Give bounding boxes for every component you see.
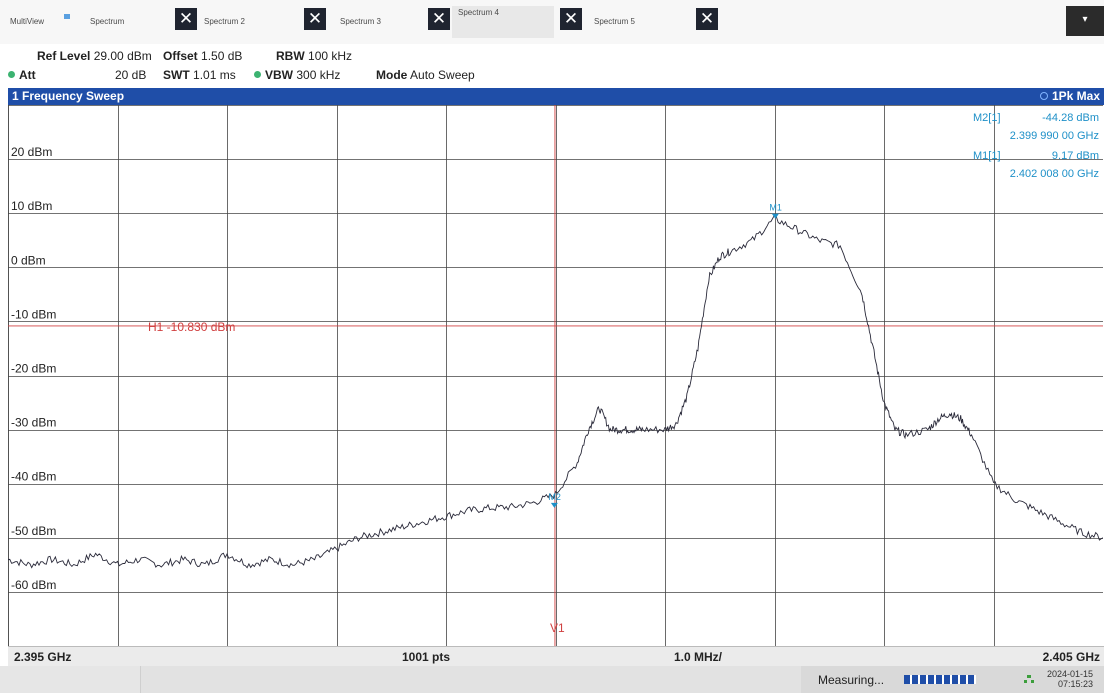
close-tab-spectrum-4-button[interactable]: ✕ (560, 8, 582, 30)
multiview-icon (64, 14, 70, 19)
y-tick-label: -60 dBm (11, 578, 56, 592)
tab-spectrum-3[interactable]: Spectrum 3 (334, 6, 424, 36)
close-icon: ✕ (431, 9, 447, 29)
date: 2024-01-15 (1047, 669, 1094, 679)
start-frequency: 2.395 GHz (14, 650, 72, 664)
offset-label: Offset (163, 49, 198, 63)
att-value: 20 dB (115, 68, 147, 82)
marker-table-name: M2[1] (973, 112, 1001, 124)
close-icon: ✕ (178, 9, 194, 29)
status-bar: Measuring... 2024-01-15 07:15:23 (0, 666, 1104, 693)
date-time: 2024-01-15 07:15:23 (1047, 669, 1093, 689)
trace-info[interactable]: 1Pk Max (1039, 89, 1100, 103)
ref-level-label: Ref Level (37, 49, 91, 63)
status-panel-left (0, 666, 141, 693)
ref-level-setting[interactable]: Ref Level 29.00 dBm (37, 49, 152, 63)
y-tick-label: -20 dBm (11, 362, 56, 376)
mode-label: Mode (376, 68, 408, 82)
y-tick-label: -50 dBm (11, 524, 56, 538)
spectrum-chart[interactable]: 20 dBm 10 dBm 0 dBm -10 dBm -20 dBm -30 dBm -4… (8, 105, 1103, 646)
close-tab-spectrum-3-button[interactable]: ✕ (428, 8, 450, 30)
sweep-points: 1001 pts (402, 650, 451, 664)
tab-dropdown-button[interactable]: ▾ (1066, 6, 1104, 36)
att-setting[interactable]: Att (8, 68, 36, 82)
v1-label: V1 (550, 621, 565, 635)
tab-spectrum-5[interactable]: Spectrum 5 (588, 6, 694, 36)
tab-spectrum-4-label: Spectrum 4 (458, 8, 499, 17)
marker-table-frequency: 2.402 008 00 GHz (1010, 168, 1099, 180)
marker-table-frequency: 2.399 990 00 GHz (1010, 130, 1099, 142)
h1-label: H1 -10.830 dBm (148, 320, 235, 334)
y-tick-label: 20 dBm (11, 145, 52, 159)
close-tab-spectrum-button[interactable]: ✕ (175, 8, 197, 30)
tab-multiview-label: MultiView (10, 16, 45, 26)
swt-label: SWT (163, 68, 190, 82)
offset-value: 1.50 dB (201, 49, 243, 63)
y-tick-label: -40 dBm (11, 470, 56, 484)
close-icon: ✕ (563, 9, 579, 29)
swt-setting[interactable]: SWT 1.01 ms (163, 68, 236, 82)
marker-m1-label: M1 (769, 203, 782, 213)
y-tick-label: 0 dBm (11, 253, 46, 267)
marker-m2-label: M2 (548, 492, 561, 502)
y-tick-label: -30 dBm (11, 416, 56, 430)
chevron-down-icon: ▾ (1082, 14, 1088, 25)
marker-table-level: -44.28 dBm (1042, 112, 1099, 124)
window-title-bar[interactable]: 1 Frequency Sweep 1Pk Max (8, 88, 1104, 105)
time: 07:15:23 (1058, 679, 1094, 689)
tab-spectrum-2-label: Spectrum 2 (204, 16, 245, 26)
tab-spectrum-label: Spectrum (90, 16, 125, 26)
tab-multiview[interactable]: MultiView (4, 6, 56, 36)
y-tick-label: 10 dBm (11, 199, 52, 213)
rbw-label: RBW (276, 49, 305, 63)
att-label: Att (19, 68, 36, 82)
status-panel-middle (141, 666, 801, 693)
trace-icon (1039, 92, 1048, 100)
y-tick-label: -10 dBm (11, 307, 56, 321)
trace-line (8, 214, 1103, 569)
marker-m2-icon (550, 502, 558, 508)
marker-table-name: M1[1] (973, 150, 1001, 162)
network-icon (1024, 675, 1034, 683)
vbw-label: VBW (265, 68, 293, 82)
frequency-axis-bar: 2.395 GHz 1001 pts 1.0 MHz/ 2.405 GHz (8, 646, 1104, 666)
sweep-progress-bar (904, 675, 976, 684)
measuring-status: Measuring... (818, 673, 885, 687)
mode-setting[interactable]: Mode Auto Sweep (376, 68, 475, 82)
vbw-setting[interactable]: VBW 300 kHz (254, 68, 340, 82)
tab-spectrum-3-label: Spectrum 3 (340, 16, 381, 26)
marker-table-level: 9.17 dBm (1052, 150, 1099, 162)
rbw-value: 100 kHz (308, 49, 353, 63)
close-tab-spectrum-5-button[interactable]: ✕ (696, 8, 718, 30)
marker-m1-icon (771, 213, 779, 219)
stop-frequency: 2.405 GHz (1042, 650, 1100, 664)
tab-spectrum-4[interactable]: Spectrum 4 (452, 6, 554, 38)
trace-label: 1Pk Max (1051, 89, 1100, 103)
tab-spectrum-5-label: Spectrum 5 (594, 16, 635, 26)
rbw-setting[interactable]: RBW 100 kHz (276, 49, 352, 63)
coupling-dot-icon (254, 71, 261, 78)
measurement-settings: Ref Level 29.00 dBm Offset 1.50 dB RBW 1… (0, 44, 1104, 88)
close-icon: ✕ (307, 9, 323, 29)
close-icon: ✕ (699, 9, 715, 29)
ref-level-value: 29.00 dBm (93, 49, 152, 63)
coupling-dot-icon (8, 71, 15, 78)
tab-bar: MultiView Spectrum ✕ Spectrum 2 ✕ Spectr… (0, 0, 1104, 44)
tab-spectrum[interactable]: Spectrum (84, 6, 170, 36)
offset-setting[interactable]: Offset 1.50 dB (163, 49, 242, 63)
swt-value: 1.01 ms (193, 68, 236, 82)
close-tab-spectrum-2-button[interactable]: ✕ (304, 8, 326, 30)
window-title: 1 Frequency Sweep (12, 89, 125, 103)
tab-spectrum-2[interactable]: Spectrum 2 (198, 6, 304, 36)
mode-value: Auto Sweep (410, 68, 475, 82)
span-per-division: 1.0 MHz/ (674, 650, 723, 664)
vbw-value: 300 kHz (296, 68, 341, 82)
